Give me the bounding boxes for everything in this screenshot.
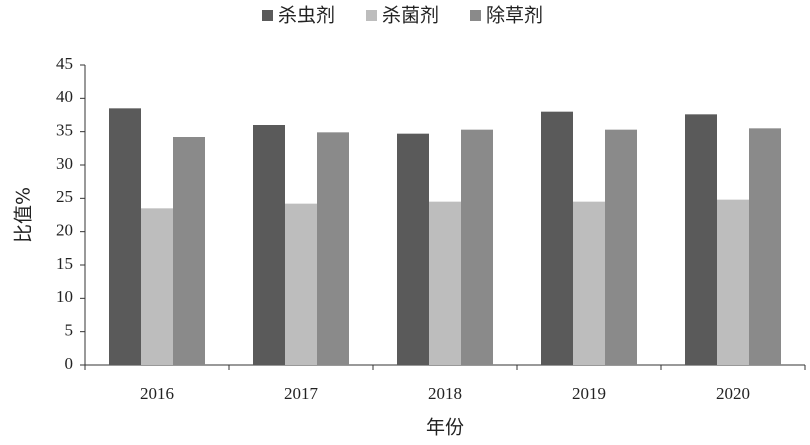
- bar: [717, 199, 749, 365]
- legend-swatch: [366, 10, 377, 21]
- y-tick-label: 0: [65, 354, 74, 373]
- bar: [749, 128, 781, 365]
- y-tick-label: 10: [56, 287, 73, 306]
- legend-swatch: [262, 10, 273, 21]
- bar: [141, 208, 173, 365]
- bar: [461, 129, 493, 365]
- bar: [573, 201, 605, 365]
- y-axis-title: 比值%: [13, 187, 35, 243]
- bar: [253, 125, 285, 365]
- x-tick-label: 2019: [572, 384, 606, 403]
- bar: [429, 201, 461, 365]
- bar: [173, 137, 205, 365]
- x-tick-label: 2020: [716, 384, 750, 403]
- x-tick-label: 2017: [284, 384, 319, 403]
- bar: [397, 133, 429, 365]
- y-tick-label: 15: [56, 254, 73, 273]
- y-tick-label: 5: [65, 321, 74, 340]
- y-tick-label: 40: [56, 87, 73, 106]
- y-tick-label: 45: [56, 54, 73, 73]
- y-tick-label: 30: [56, 154, 73, 173]
- bar: [541, 111, 573, 366]
- bar: [317, 132, 349, 365]
- y-tick-label: 25: [56, 187, 73, 206]
- legend-label: 除草剂: [486, 5, 543, 27]
- y-tick-label: 35: [56, 121, 73, 140]
- x-axis-title: 年份: [426, 417, 464, 439]
- x-tick-label: 2016: [140, 384, 174, 403]
- bar: [605, 129, 637, 365]
- bar: [285, 203, 317, 365]
- legend-swatch: [470, 10, 481, 21]
- legend-label: 杀虫剂: [278, 5, 335, 27]
- bar: [685, 114, 717, 365]
- y-tick-label: 20: [56, 221, 73, 240]
- bar: [109, 108, 141, 365]
- legend-label: 杀菌剂: [382, 5, 439, 27]
- x-tick-label: 2018: [428, 384, 462, 403]
